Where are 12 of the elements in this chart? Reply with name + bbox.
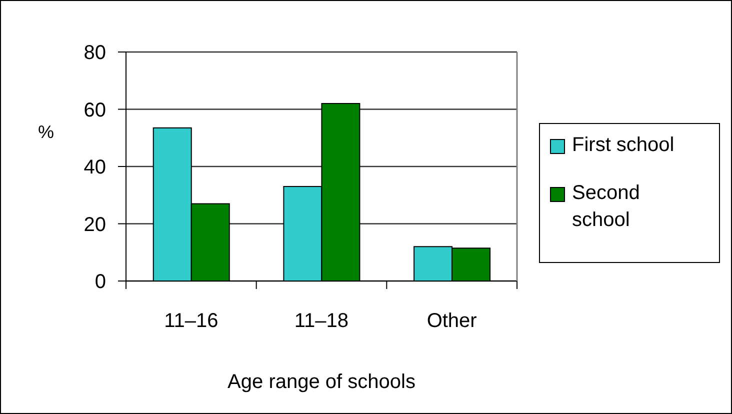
legend-label: First school	[572, 133, 676, 158]
legend-label: Second school	[572, 181, 641, 233]
x-tick-label: 11–18	[294, 310, 349, 332]
x-tick-label: Other	[426, 310, 478, 332]
y-tick-label: 20	[84, 214, 106, 236]
y-tick-label: 80	[84, 42, 106, 64]
x-axis-title: Age range of schools	[228, 371, 416, 393]
y-axis-title: %	[38, 122, 54, 142]
y-tick-label: 60	[84, 99, 106, 122]
x-tick-label: 11–16	[164, 310, 218, 332]
y-tick-label: 40	[84, 156, 106, 179]
y-tick-label: 0	[94, 271, 106, 294]
